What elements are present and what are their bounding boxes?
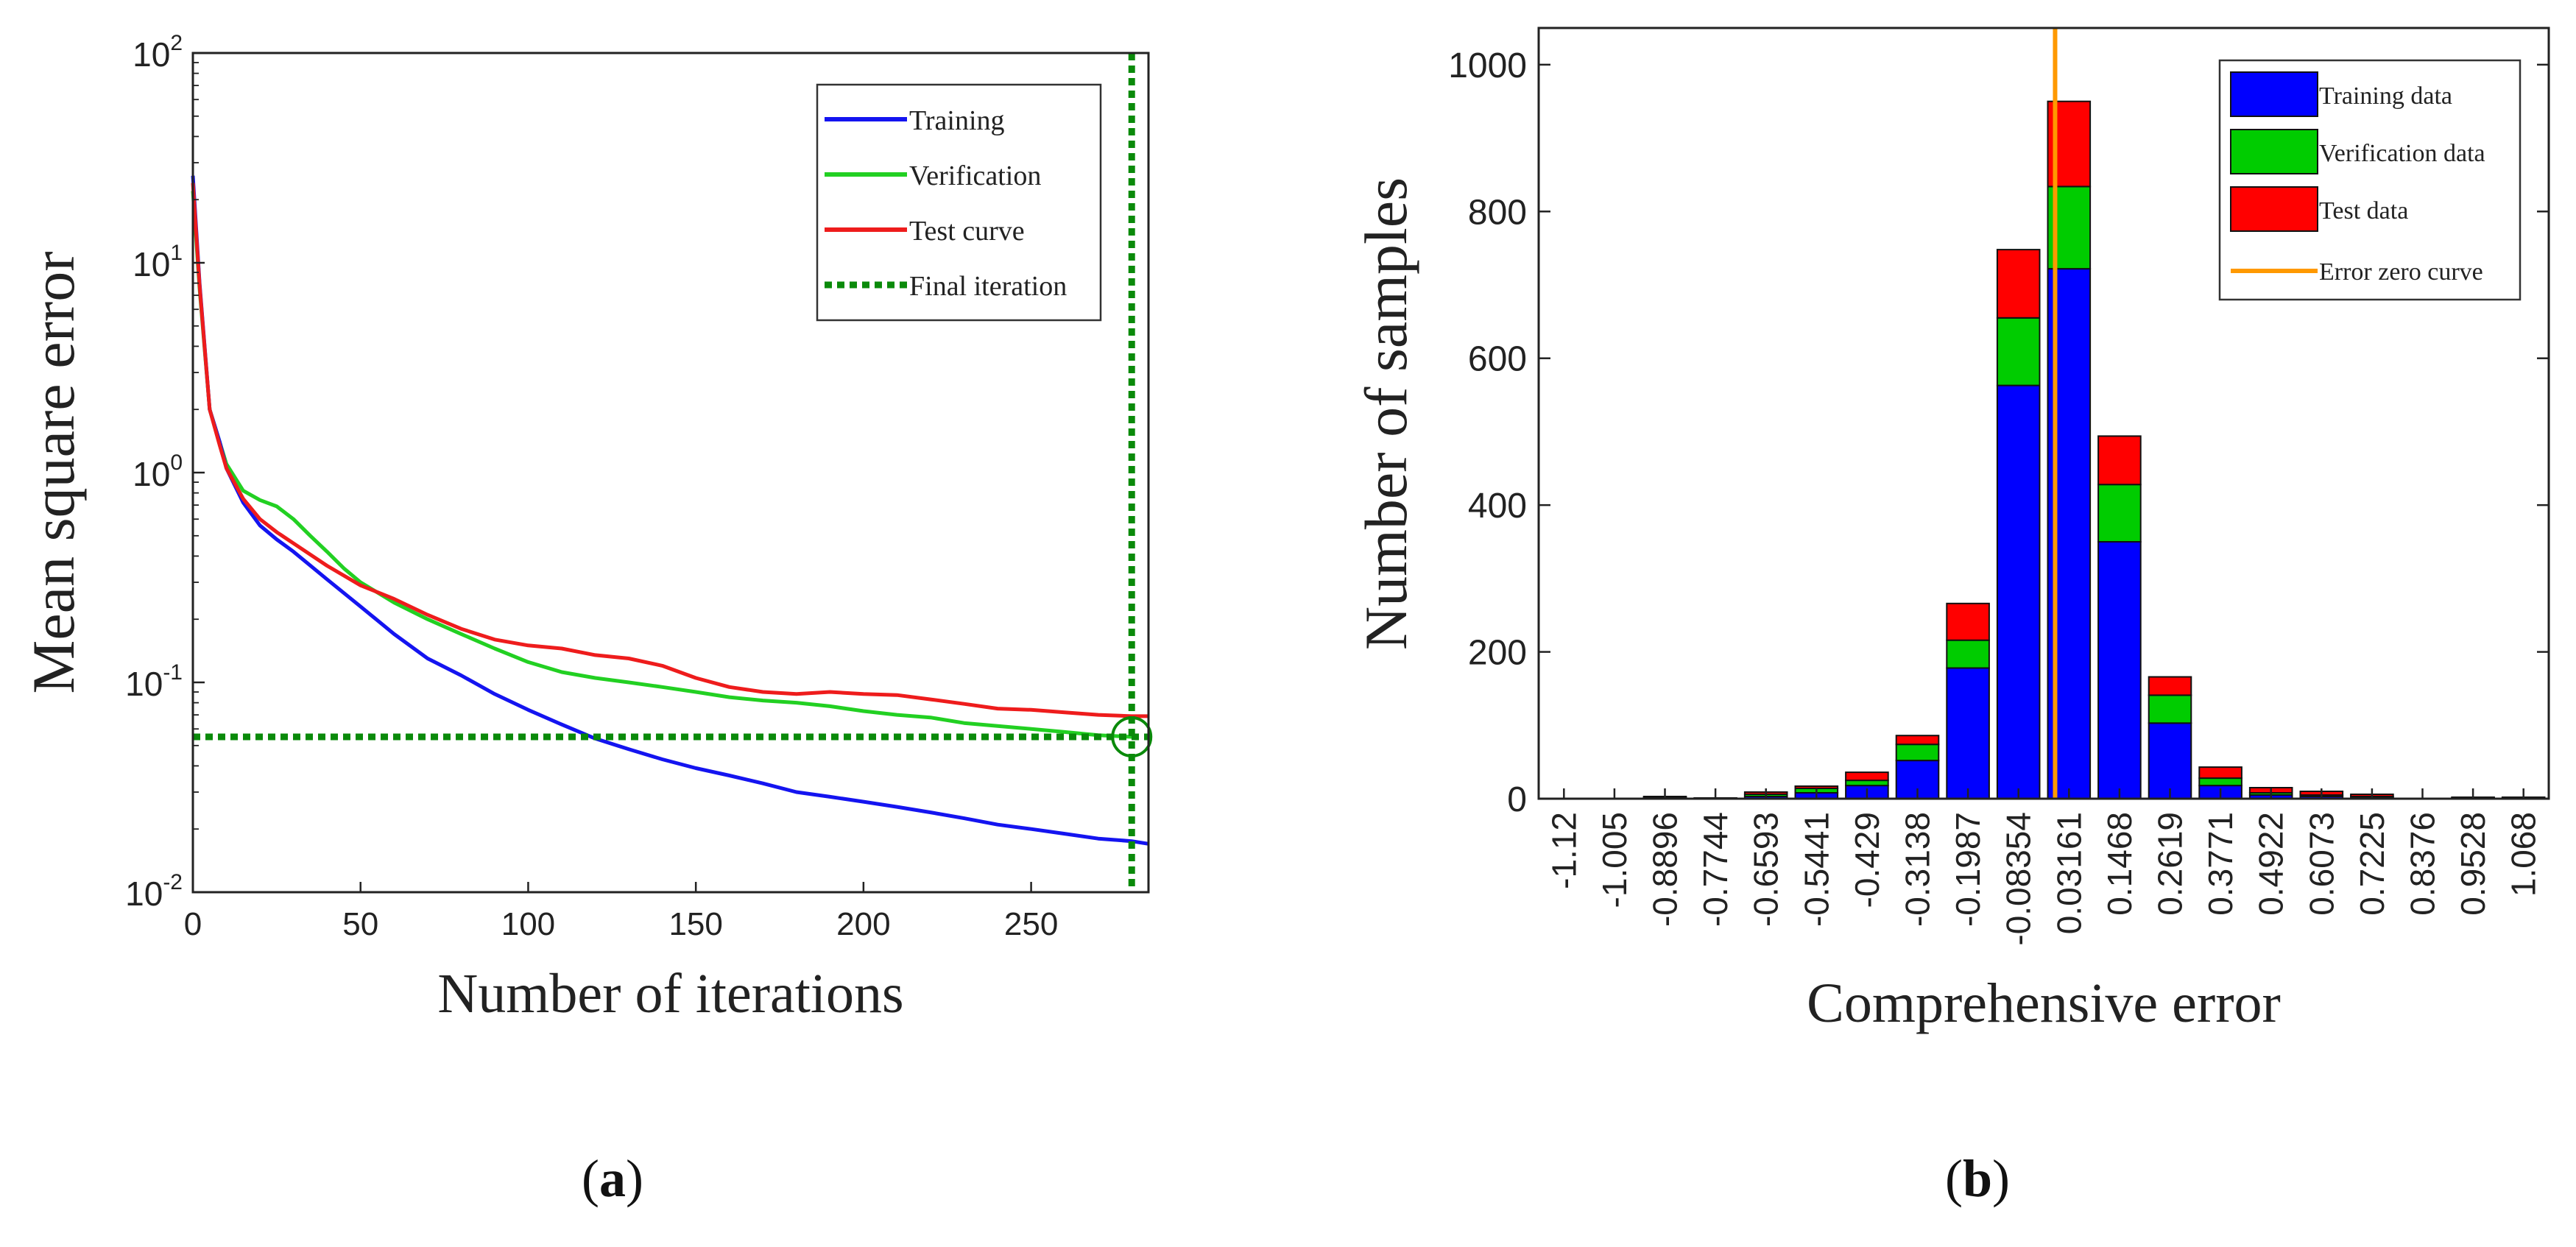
chart-b-xtick-label: -0.6593: [1747, 812, 1785, 927]
chart-a-legend-box: [816, 83, 1102, 322]
chart-b-xtick-label: 0.3771: [2201, 812, 2240, 916]
chart-b-xtick-label: -1.12: [1545, 812, 1583, 889]
legend-test-data-label: Test data: [2319, 197, 2408, 225]
chart-a-ylabel: Mean square error: [20, 251, 87, 693]
chart-b-axes-box: [1537, 27, 2550, 800]
chart-b-xtick-label: 0.1468: [2100, 812, 2139, 916]
chart-b-xtick-label: 1.068: [2505, 812, 2543, 897]
series-test-curve-line: [191, 183, 1148, 718]
bar-test-data-5: [1794, 785, 1839, 789]
chart-b-xtick-label: -0.1987: [1949, 812, 1987, 927]
bar-test-data-7: [1895, 735, 1940, 746]
chart-b-ytick-label: 200: [1468, 634, 1527, 673]
chart-a-legend: Training Verification Test curve Final i…: [816, 83, 1102, 322]
chart-a-ytick-label: 100: [133, 451, 183, 493]
chart-a-xtick-label: 200: [836, 906, 890, 942]
chart-b-xlabel: Comprehensive error: [1807, 972, 2281, 1034]
bar-training-data-9: [1996, 384, 2041, 799]
chart-b-xtick-label: -0.3138: [1899, 812, 1937, 927]
bar-test-data-8: [1946, 602, 1990, 641]
chart-b-ytick-label: 0: [1507, 780, 1527, 819]
panel-b-label-close: ): [1992, 1149, 2010, 1208]
series-verification-line: [191, 191, 1132, 739]
chart-a-xtick-label: 150: [668, 906, 722, 942]
legend-verification-data-swatch: [2230, 129, 2318, 174]
chart-a-xlabel: Number of iterations: [437, 963, 903, 1025]
legend-test-data-swatch: [2230, 186, 2318, 232]
chart-b-xtick-label: -0.8896: [1646, 812, 1684, 927]
legend-verification-data-label: Verification data: [2319, 140, 2485, 167]
chart-b-ytick-label: 1000: [1448, 46, 1527, 85]
bar-verification-data-9: [1996, 317, 2041, 386]
chart-b-xtick-label: -0.429: [1848, 812, 1886, 908]
panel-b-label: (b): [1945, 1149, 2010, 1208]
legend-training-data-swatch: [2230, 71, 2318, 117]
panel-a-label-close: ): [626, 1149, 643, 1208]
panel-b-label-open: (: [1945, 1149, 1963, 1208]
panel-a-label-open: (: [582, 1149, 599, 1208]
chart-a-ytick-label: 10-2: [125, 870, 183, 913]
legend-test-curve-label: Test curve: [909, 216, 1025, 247]
legend-training-label: Training: [909, 105, 1005, 136]
legend-error-zero-curve-label: Error zero curve: [2319, 258, 2483, 286]
bar-test-data-13: [2198, 766, 2242, 780]
panel-b-label-letter: b: [1963, 1149, 1992, 1208]
chart-a-ytick-label: 102: [133, 31, 183, 74]
bar-verification-data-13: [2198, 777, 2242, 787]
final-iteration-marker: [1111, 716, 1153, 757]
chart-a-ytick-label: 10-1: [125, 660, 183, 703]
chart-b: 0 200 400 600 800 1000 -1.12 -1.005 -0.8896 -0.7…: [1352, 27, 2550, 1034]
bar-verification-data-7: [1895, 743, 1940, 762]
chart-b-legend: Training data Verification data Test dat…: [2218, 59, 2522, 301]
bar-verification-data-11: [2097, 484, 2142, 543]
bar-test-data-12: [2148, 676, 2192, 696]
panel-a-label-letter: a: [599, 1149, 626, 1208]
chart-b-xtick-label: 0.2619: [2151, 812, 2189, 916]
chart-a-ytick-label: 101: [133, 241, 183, 283]
chart-b-xtick-label: -0.7744: [1696, 812, 1735, 927]
chart-b-xtick-label: -1.005: [1595, 812, 1634, 908]
chart-b-ytick-label: 800: [1468, 193, 1527, 232]
panel-a-label: (a): [582, 1149, 643, 1208]
bar-verification-data-12: [2148, 694, 2192, 724]
bar-training-data-11: [2097, 541, 2142, 799]
chart-b-xtick-label: -0.5441: [1797, 812, 1835, 927]
bar-test-data-11: [2097, 435, 2142, 486]
chart-a: 0 50 100 150 200 250 10-2 10-1 100 101 102 Number…: [20, 31, 1153, 1025]
bar-verification-data-8: [1946, 639, 1990, 669]
chart-b-ylabel: Number of samples: [1352, 177, 1419, 650]
bar-test-data-9: [1996, 249, 2041, 319]
chart-b-ytick-label: 600: [1468, 340, 1527, 379]
bar-training-data-12: [2148, 722, 2192, 799]
bar-training-data-8: [1946, 667, 1990, 799]
legend-final-iteration-label: Final iteration: [909, 271, 1067, 302]
chart-b-ytick-label: 400: [1468, 487, 1527, 526]
chart-b-xtick-label: -0.08354: [2000, 812, 2038, 946]
chart-a-xtick-label: 100: [501, 906, 555, 942]
chart-b-xtick-label: 0.9528: [2454, 812, 2492, 916]
chart-b-xtick-label: 0.6073: [2302, 812, 2340, 916]
bar-verification-data-6: [1845, 780, 1889, 787]
chart-b-xtick-label: 0.8376: [2404, 812, 2442, 916]
chart-a-xtick-label: 50: [342, 906, 378, 942]
chart-a-xtick-label: 250: [1004, 906, 1058, 942]
chart-b-xtick-label: 0.7225: [2353, 812, 2391, 916]
chart-a-xtick-label: 0: [184, 906, 202, 942]
bar-test-data-6: [1845, 771, 1889, 782]
chart-b-xtick-label: 0.4922: [2252, 812, 2290, 916]
legend-training-data-label: Training data: [2319, 82, 2452, 110]
legend-verification-label: Verification: [909, 160, 1041, 191]
chart-b-xtick-label: 0.03161: [2050, 812, 2088, 934]
